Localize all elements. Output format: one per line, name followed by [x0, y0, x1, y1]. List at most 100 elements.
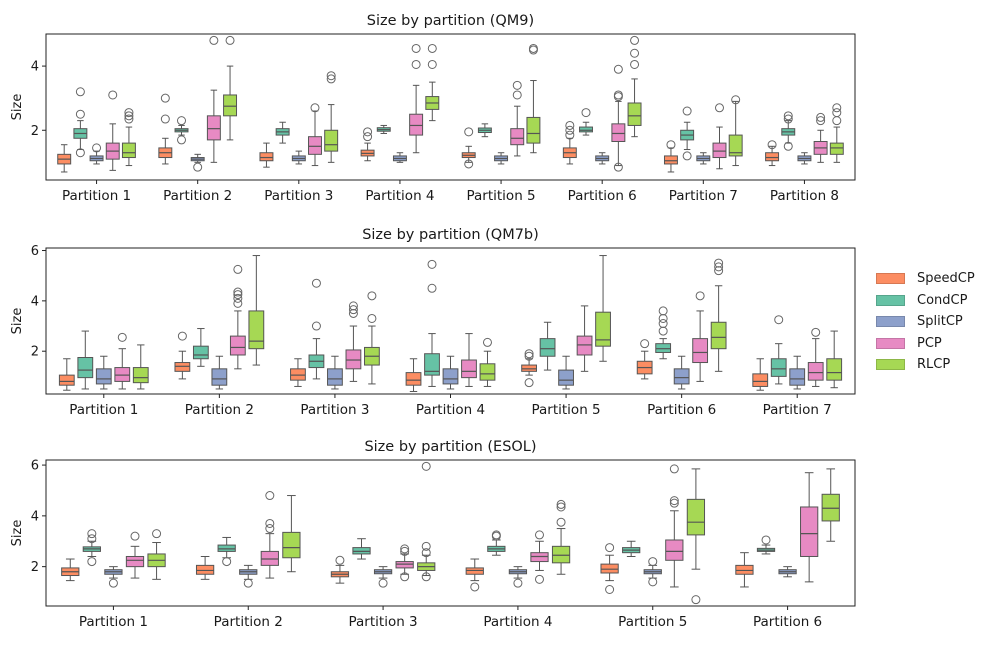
box-pcp	[114, 332, 131, 390]
box-speedcp	[765, 140, 780, 167]
box-pcp	[345, 301, 362, 382]
outlier-point	[265, 524, 275, 534]
outlier-point	[556, 502, 566, 512]
outlier-point	[117, 332, 127, 342]
box-pcp	[813, 112, 828, 163]
outlier-point	[363, 132, 373, 142]
box-pcp	[800, 472, 819, 583]
box-condcp	[174, 116, 189, 145]
box-splitcp	[291, 150, 306, 165]
outlier-point	[400, 544, 410, 554]
box-body	[579, 126, 593, 133]
x-tick-label: Partition 4	[416, 402, 485, 418]
box-body	[558, 369, 574, 386]
legend-label: SplitCP	[917, 314, 963, 330]
box-body	[576, 335, 593, 356]
box-pcp	[105, 90, 120, 171]
legend-swatch	[876, 359, 905, 371]
x-tick-label: Partition 3	[300, 402, 369, 418]
outlier-point	[534, 574, 544, 584]
legend-item-splitcp: SplitCP	[876, 311, 975, 333]
outlier-point	[565, 120, 575, 130]
box-condcp	[376, 124, 391, 134]
box-rlcp	[132, 344, 149, 390]
outlier-point	[400, 572, 410, 582]
box-speedcp	[735, 552, 754, 588]
box-body	[223, 94, 238, 117]
box-body	[673, 368, 690, 385]
x-tick-label: Partition 1	[79, 614, 148, 630]
outlier-point	[691, 595, 701, 605]
legend-swatch	[876, 294, 905, 306]
outlier-point	[605, 543, 615, 553]
outlier-point	[265, 518, 275, 528]
plot-frame	[45, 33, 856, 181]
outlier-point	[152, 529, 162, 539]
box-body	[409, 113, 424, 136]
plot-frame	[45, 459, 856, 607]
box-splitcp	[239, 564, 258, 588]
outlier-point	[816, 112, 826, 122]
box-splitcp	[442, 355, 459, 390]
box-splitcp	[643, 557, 662, 587]
outlier-point	[243, 578, 253, 588]
outlier-point	[524, 378, 534, 388]
outlier-point	[225, 35, 235, 45]
box-speedcp	[562, 120, 577, 165]
y-tick-label: 2	[31, 345, 39, 360]
outlier-point	[367, 291, 377, 301]
outlier-point	[124, 111, 134, 121]
outlier-point	[565, 125, 575, 135]
box-body	[710, 321, 727, 350]
box-body	[551, 545, 571, 564]
x-tick-label: Partition 4	[483, 614, 552, 630]
box-condcp	[352, 538, 371, 560]
legend-item-speedcp: SpeedCP	[876, 268, 975, 290]
outlier-point	[565, 130, 575, 140]
outlier-point	[75, 87, 85, 97]
outlier-point	[731, 95, 741, 105]
y-tick-label: 6	[31, 244, 39, 259]
outlier-point	[524, 349, 534, 359]
box-rlcp	[324, 71, 339, 163]
box-condcp	[82, 529, 101, 567]
box-splitcp	[373, 566, 393, 588]
legend-item-condcp: CondCP	[876, 290, 975, 312]
box-splitcp	[327, 355, 343, 390]
box-splitcp	[104, 566, 123, 588]
box-rlcp	[821, 468, 840, 542]
y-tick-label: 2	[31, 560, 39, 575]
box-pcp	[611, 64, 626, 172]
box-body	[611, 123, 626, 142]
box-pcp	[229, 264, 246, 370]
box-body	[752, 373, 769, 387]
outlier-point	[427, 59, 437, 69]
box-body	[735, 564, 754, 575]
outlier-point	[669, 464, 679, 474]
box-condcp	[77, 330, 94, 390]
outlier-point	[832, 103, 842, 113]
x-tick-label: Partition 1	[69, 402, 138, 418]
outlier-point	[233, 298, 243, 308]
outlier-point	[348, 301, 358, 311]
outlier-point	[160, 114, 170, 124]
box-speedcp	[752, 358, 769, 391]
outlier-point	[326, 74, 336, 84]
box-pcp	[530, 530, 549, 584]
x-tick-label: Partition 6	[753, 614, 822, 630]
chart-panel-2: Size by partition (QM7b) Size 2 4 6 Partition…	[10, 227, 856, 418]
box-condcp	[680, 106, 695, 161]
box-body	[627, 102, 642, 126]
box-body	[95, 368, 112, 385]
outlier-point	[658, 313, 668, 323]
box-body	[800, 506, 819, 557]
outlier-point	[613, 64, 623, 74]
box-rlcp	[627, 35, 642, 138]
outlier-point	[400, 546, 410, 556]
outlier-point	[482, 337, 492, 347]
outlier-point	[470, 582, 480, 592]
box-speedcp	[58, 358, 75, 391]
box-speedcp	[360, 127, 375, 162]
outlier-point	[556, 499, 566, 509]
x-tick-label: Partition 7	[669, 188, 738, 204]
